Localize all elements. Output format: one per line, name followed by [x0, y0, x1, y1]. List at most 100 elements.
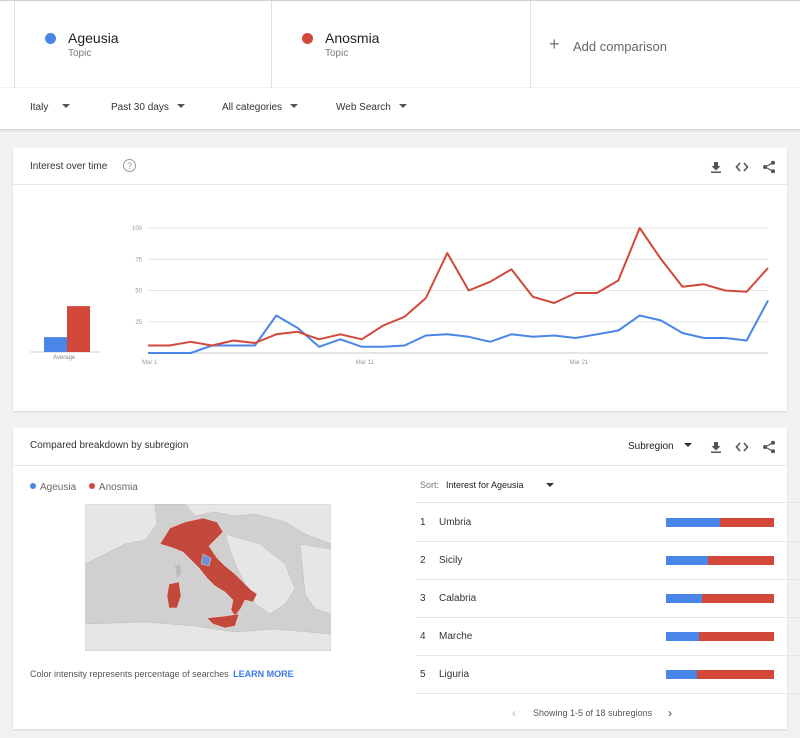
ageusia-share-bar: [666, 594, 702, 603]
chevron-down-icon: [62, 104, 71, 109]
average-label: Average: [53, 355, 76, 361]
term-ageusia[interactable]: Ageusia Topic: [14, 1, 272, 88]
row-rank: 5: [420, 669, 426, 680]
chevron-down-icon: [398, 104, 407, 109]
subregion-breakdown-card: Compared breakdown by subregion Subregio…: [13, 428, 800, 729]
row-rank: 1: [420, 517, 426, 528]
map-footnote: Color intensity represents percentage of…: [30, 669, 294, 679]
download-icon[interactable]: [709, 440, 723, 454]
x-tick-label: Mar 21: [570, 360, 589, 366]
region-value: Italy: [30, 102, 49, 113]
chevron-down-icon: [176, 104, 185, 109]
subregion-row[interactable]: 2 Sicily: [416, 542, 800, 580]
ageusia-color-dot: [45, 33, 56, 44]
y-tick-label: 75: [135, 257, 142, 263]
row-rank: 3: [420, 593, 426, 604]
ageusia-share-bar: [666, 670, 698, 679]
card-header: Interest over time ?: [13, 148, 787, 185]
compare-bar: Ageusia Topic Anosmia Topic + Add compar…: [0, 0, 800, 88]
legend-label: Ageusia: [40, 482, 77, 493]
term-name: Anosmia: [325, 30, 380, 46]
anosmia-share-bar: [701, 594, 774, 603]
row-rank: 2: [420, 555, 426, 566]
comparison-bar: [666, 518, 774, 527]
subregion-map[interactable]: [85, 504, 331, 651]
resolution-dropdown[interactable]: Subregion: [628, 441, 692, 452]
anosmia-share-bar: [708, 556, 774, 565]
comparison-bar: [666, 670, 774, 679]
embed-icon[interactable]: [735, 160, 749, 174]
footnote-text: Color intensity represents percentage of…: [30, 669, 229, 679]
y-tick-label: 50: [135, 289, 142, 295]
average-bars: [30, 306, 100, 353]
chevron-down-icon: [683, 443, 692, 448]
anosmia-share-bar: [697, 670, 774, 679]
row-name: Marche: [439, 631, 473, 642]
pagination: ‹ Showing 1-5 of 18 subregions ›: [416, 699, 800, 729]
period-dropdown[interactable]: Past 30 days: [111, 102, 185, 113]
resolution-value: Subregion: [628, 441, 674, 452]
x-tick-label: Mar 1: [142, 360, 158, 366]
interest-line-chart: 100 75 50 25 Mar 1 Mar 11 Mar 21: [132, 226, 769, 366]
next-page-icon[interactable]: ›: [668, 706, 672, 720]
x-tick-label: Mar 11: [356, 360, 375, 366]
chevron-down-icon: [290, 104, 299, 109]
map-legend: Ageusia Anosmia: [30, 482, 148, 493]
comparison-bar: [666, 556, 774, 565]
sort-dropdown[interactable]: Interest for Ageusia: [446, 480, 524, 490]
interest-over-time-card: Interest over time ? Average 100 75 50 25 Ma…: [13, 148, 787, 411]
region-dropdown[interactable]: Italy: [30, 102, 71, 113]
y-tick-label: 25: [135, 320, 142, 326]
anosmia-color-dot: [302, 33, 313, 44]
card-header: Compared breakdown by subregion Subregio…: [13, 428, 787, 465]
average-bar-ageusia: [44, 337, 67, 352]
row-name: Umbria: [439, 517, 472, 528]
term-type: Topic: [325, 48, 349, 59]
sort-label: Sort:: [420, 480, 440, 490]
legend-ageusia: Ageusia: [30, 482, 76, 493]
anosmia-color-dot: [88, 483, 95, 490]
ageusia-share-bar: [666, 556, 709, 565]
average-bar-anosmia: [67, 306, 90, 352]
card-title: Compared breakdown by subregion: [30, 440, 189, 451]
share-icon[interactable]: [762, 160, 776, 174]
embed-icon[interactable]: [735, 440, 749, 454]
series-line-ageusia: [148, 300, 769, 354]
add-comparison-button[interactable]: + Add comparison: [531, 1, 800, 88]
download-icon[interactable]: [709, 160, 723, 174]
legend-label: Anosmia: [98, 482, 138, 493]
pagination-text: Showing 1-5 of 18 subregions: [533, 708, 653, 718]
term-anosmia[interactable]: Anosmia Topic: [272, 1, 531, 88]
term-type: Topic: [68, 48, 92, 59]
anosmia-share-bar: [699, 632, 774, 641]
comparison-bar: [666, 632, 774, 641]
subregion-row[interactable]: 4 Marche: [416, 618, 800, 656]
subregion-row[interactable]: 1 Umbria: [416, 504, 800, 542]
previous-page-icon[interactable]: ‹: [512, 706, 516, 720]
term-name: Ageusia: [68, 30, 119, 46]
filter-bar: Italy Past 30 days All categories Web Se…: [0, 88, 800, 130]
card-title: Interest over time: [30, 161, 108, 172]
subregion-row[interactable]: 3 Calabria: [416, 580, 800, 618]
row-name: Calabria: [439, 593, 477, 604]
help-icon[interactable]: ?: [123, 159, 136, 172]
sort-row: Sort: Interest for Ageusia: [416, 468, 800, 503]
ageusia-color-dot: [30, 483, 36, 490]
series-line-anosmia: [148, 227, 769, 347]
category-dropdown[interactable]: All categories: [222, 102, 299, 113]
chevron-down-icon[interactable]: [546, 483, 554, 487]
row-rank: 4: [420, 631, 426, 642]
legend-anosmia: Anosmia: [88, 482, 138, 493]
y-tick-label: 100: [132, 226, 143, 232]
row-name: Liguria: [439, 669, 470, 680]
ageusia-share-bar: [666, 518, 720, 527]
divider: [13, 465, 787, 466]
comparison-bar: [666, 594, 774, 603]
share-icon[interactable]: [762, 440, 776, 454]
search-type-dropdown[interactable]: Web Search: [336, 102, 407, 113]
search-type-value: Web Search: [336, 102, 391, 113]
learn-more-link[interactable]: LEARN MORE: [233, 669, 294, 679]
subregion-row[interactable]: 5 Liguria: [416, 656, 800, 694]
row-name: Sicily: [439, 555, 463, 566]
anosmia-share-bar: [720, 518, 774, 527]
